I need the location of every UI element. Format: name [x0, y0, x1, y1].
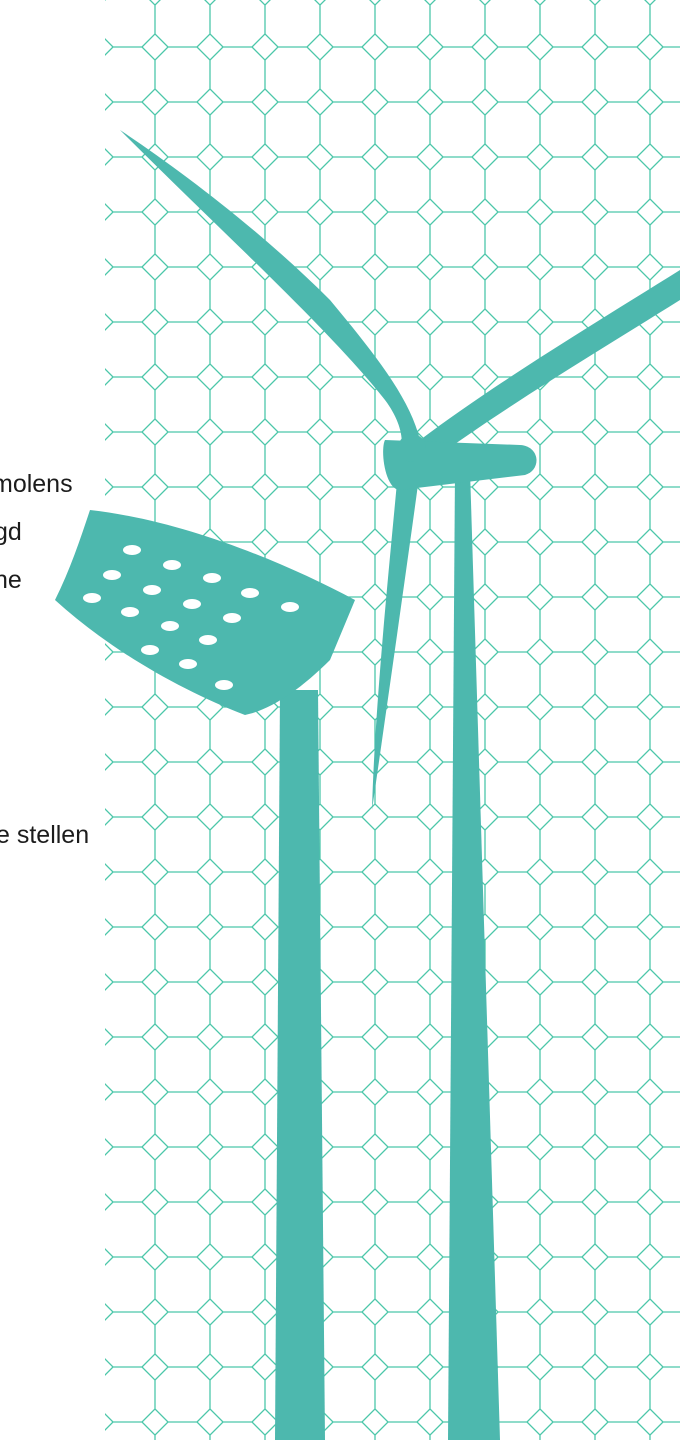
wind-turbine — [120, 130, 680, 1440]
text-fragment: molens — [0, 470, 73, 498]
grid-pattern — [105, 0, 680, 1440]
text-fragment: ne — [0, 566, 22, 594]
text-fragment: e stellen — [0, 821, 90, 849]
solar-lamp — [55, 510, 355, 1440]
text-fragment: gd — [0, 518, 22, 546]
